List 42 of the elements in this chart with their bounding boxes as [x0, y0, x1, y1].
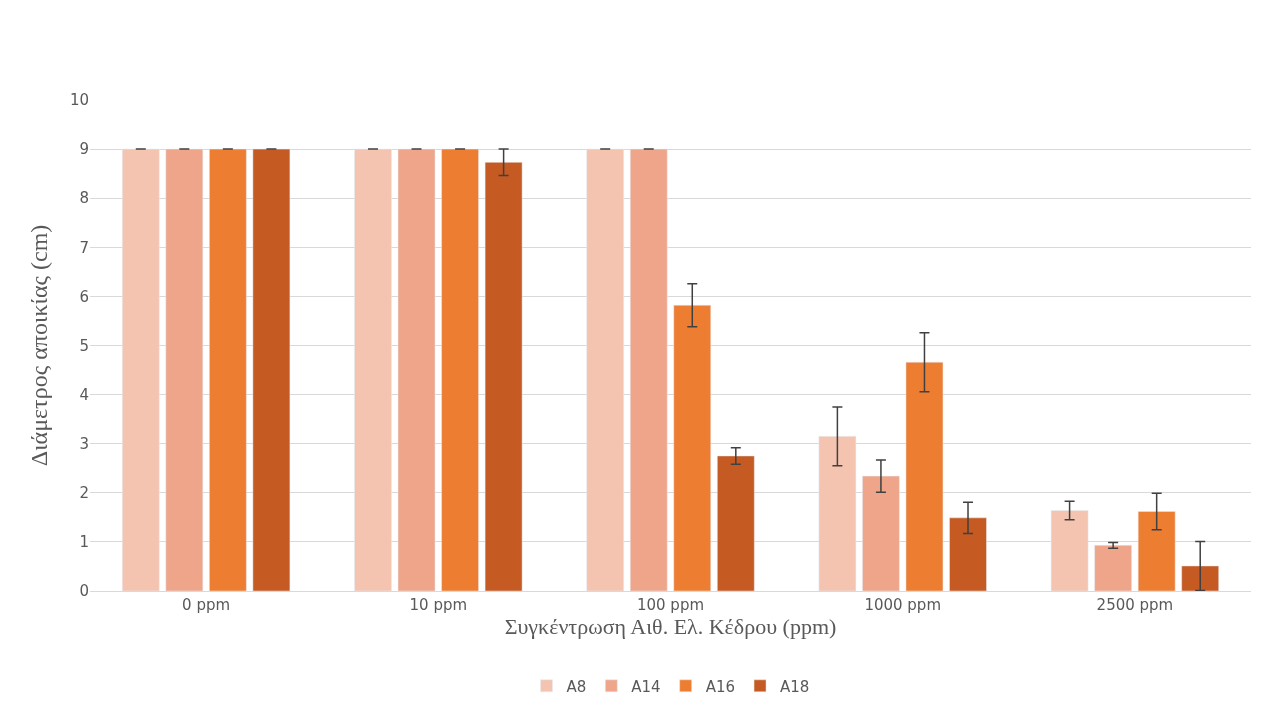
bar	[905, 361, 944, 591]
x-tick-label: 10 ppm	[409, 596, 468, 614]
bar	[818, 436, 857, 591]
legend-label: A8	[566, 677, 587, 696]
bar	[1094, 545, 1132, 591]
y-tick-label: 1	[79, 533, 89, 552]
y-tick-label: 2	[79, 484, 89, 503]
bar	[397, 148, 436, 591]
y-tick-label: 6	[79, 287, 89, 306]
bar	[252, 148, 291, 591]
legend-label: A16	[705, 677, 736, 696]
bar	[165, 148, 204, 591]
bar	[586, 148, 624, 591]
x-tick-label: 0 ppm	[182, 596, 231, 614]
legend-label: A18	[780, 677, 810, 696]
y-tick-label: 9	[79, 140, 89, 159]
bar	[354, 148, 392, 591]
x-tick-label: 1000 ppm	[864, 596, 941, 614]
bar	[1181, 565, 1219, 591]
bar	[122, 148, 160, 591]
y-tick-label: 10	[69, 91, 89, 110]
bar	[484, 162, 523, 591]
bar	[441, 148, 479, 591]
y-tick-label: 0	[79, 582, 89, 601]
y-tick-label: 7	[79, 238, 89, 257]
y-tick-label: 5	[79, 336, 89, 355]
bar	[1137, 511, 1176, 591]
y-axis-title: Διάμετρος αποικίας (cm)	[26, 224, 53, 467]
legend-label: A14	[631, 677, 661, 696]
bar	[209, 148, 247, 591]
bar	[673, 304, 712, 591]
bar	[949, 517, 987, 591]
x-axis-title: Συγκέντρωση Αιθ. Ελ. Κέδρου (ppm)	[504, 614, 837, 639]
y-tick-label: 8	[79, 189, 89, 208]
x-tick-label: 2500 ppm	[1096, 596, 1174, 614]
bar	[1050, 510, 1089, 591]
bar	[629, 148, 668, 591]
y-tick-label: 3	[79, 434, 89, 453]
bar	[862, 475, 900, 591]
x-tick-label: 100 ppm	[636, 596, 705, 614]
y-tick-label: 4	[79, 385, 89, 404]
bar	[717, 455, 755, 591]
